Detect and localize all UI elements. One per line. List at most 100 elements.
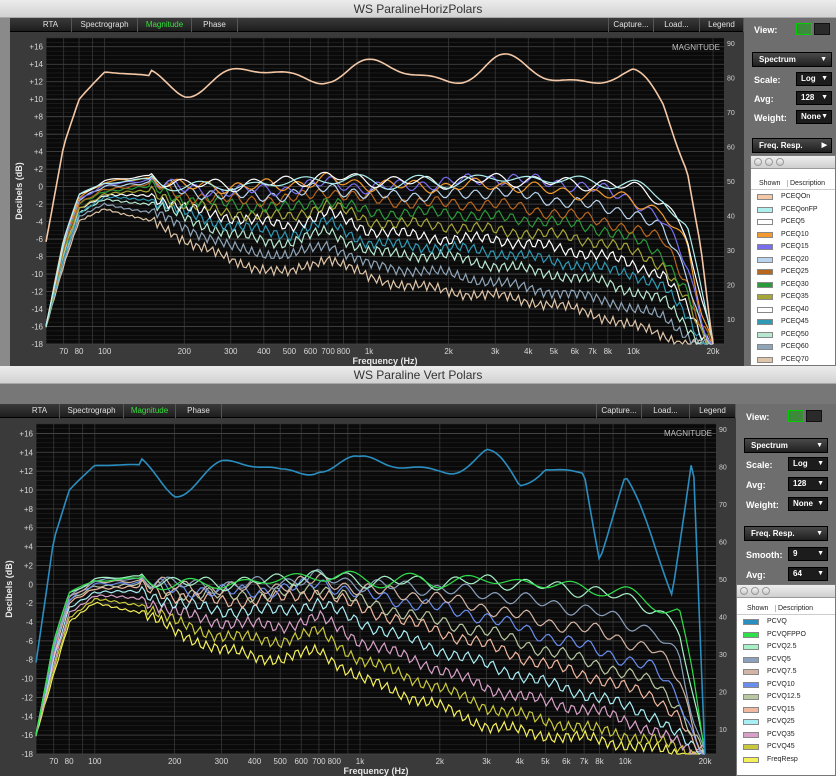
legend-swatch[interactable]	[757, 281, 773, 288]
legend-swatch[interactable]	[757, 344, 773, 350]
minimize-icon[interactable]	[751, 587, 759, 595]
legend-row-pceq50[interactable]: PCEQ50	[751, 330, 835, 342]
single-view-button[interactable]	[788, 410, 804, 422]
legend-row-pceqonfp[interactable]: PCEQonFP	[751, 205, 835, 217]
tab-magnitude[interactable]: Magnitude	[138, 18, 192, 32]
y-tick-label: -4	[36, 218, 44, 227]
legend-row-pcvq15[interactable]: PCVQ15	[737, 705, 835, 717]
legend-row-pcvq10[interactable]: PCVQ10	[737, 680, 835, 692]
spectrum-section-button[interactable]: Spectrum ▼	[744, 438, 828, 453]
split-view-button[interactable]	[814, 23, 830, 35]
legend-swatch[interactable]	[757, 294, 773, 300]
legend-swatch[interactable]	[743, 706, 759, 713]
legend-row-pceq40[interactable]: PCEQ40	[751, 305, 835, 317]
zoom-icon[interactable]	[776, 158, 784, 166]
single-view-button[interactable]	[796, 23, 812, 35]
x-tick-label: 500	[283, 347, 297, 356]
legend-row-pcvq45[interactable]: PCVQ45	[737, 742, 835, 754]
load-button[interactable]: Load...	[654, 18, 700, 32]
avg-select[interactable]: 128 ▼	[796, 91, 832, 105]
legend-swatch[interactable]	[757, 231, 773, 238]
x-tick-label: 70	[59, 347, 68, 356]
x-tick-label: 5k	[541, 757, 550, 766]
scale-select[interactable]: Log ▼	[796, 72, 832, 86]
freq-resp-section-button[interactable]: Freq. Resp. ▶	[752, 138, 832, 153]
legend-row-pcvq7-5[interactable]: PCVQ7.5	[737, 667, 835, 679]
minimize-icon[interactable]	[765, 158, 773, 166]
legend-row-pceq45[interactable]: PCEQ45	[751, 317, 835, 329]
close-icon[interactable]	[754, 158, 762, 166]
tab-rta[interactable]: RTA	[20, 404, 60, 418]
capture-button[interactable]: Capture...	[608, 18, 654, 32]
legend-swatch[interactable]	[757, 256, 773, 263]
weight-select[interactable]: None ▼	[796, 110, 832, 124]
legend-swatch[interactable]	[743, 669, 759, 675]
split-view-button[interactable]	[806, 410, 822, 422]
legend-button[interactable]: Legend	[700, 18, 744, 32]
legend-row-pcvq5[interactable]: PCVQ5	[737, 655, 835, 667]
legend-row-pceq25[interactable]: PCEQ25	[751, 267, 835, 279]
x-tick-label: 7k	[580, 757, 589, 766]
legend-swatch[interactable]	[757, 269, 773, 275]
legend-row-freqresp[interactable]: FreqResp	[737, 755, 835, 767]
legend-swatch[interactable]	[743, 719, 759, 725]
tab-phase[interactable]: Phase	[192, 18, 238, 32]
legend-swatch[interactable]	[743, 756, 759, 763]
legend-row-pceq60[interactable]: PCEQ60	[751, 342, 835, 354]
legend-swatch[interactable]	[743, 656, 759, 663]
legend-row-pcvqfppo[interactable]: PCVQFPPO	[737, 630, 835, 642]
legend-swatch[interactable]	[757, 356, 773, 363]
y-tick-label: +2	[24, 561, 34, 570]
legend-swatch[interactable]	[757, 319, 773, 325]
legend-row-pceq10[interactable]: PCEQ10	[751, 230, 835, 242]
legend-swatch[interactable]	[743, 744, 759, 750]
x-tick-label: 500	[274, 757, 288, 766]
legend-swatch[interactable]	[757, 206, 773, 213]
legend-row-pceq30[interactable]: PCEQ30	[751, 280, 835, 292]
y-tick-label: +6	[34, 130, 44, 139]
legend-swatch[interactable]	[743, 681, 759, 688]
legend-row-pceq20[interactable]: PCEQ20	[751, 255, 835, 267]
description-header: Description	[787, 180, 825, 187]
tab-spectrograph[interactable]: Spectrograph	[60, 404, 124, 418]
legend-row-pceqon[interactable]: PCEQOn	[751, 192, 835, 204]
tab-phase[interactable]: Phase	[176, 404, 222, 418]
legend-row-pcvq25[interactable]: PCVQ25	[737, 717, 835, 729]
legend-button[interactable]: Legend	[690, 404, 736, 418]
close-icon[interactable]	[740, 587, 748, 595]
legend-row-pceq15[interactable]: PCEQ15	[751, 242, 835, 254]
legend-swatch[interactable]	[743, 731, 759, 738]
tab-rta[interactable]: RTA	[30, 18, 72, 32]
legend-row-pcvq12-5[interactable]: PCVQ12.5	[737, 692, 835, 704]
zoom-icon[interactable]	[762, 587, 770, 595]
freq-resp-section-button[interactable]: Freq. Resp. ▼	[744, 526, 828, 541]
freq-avg-select[interactable]: 64 ▼	[788, 567, 828, 581]
scale-select[interactable]: Log ▼	[788, 457, 828, 471]
legend-row-pcvq35[interactable]: PCVQ35	[737, 730, 835, 742]
legend-row-pceq70[interactable]: PCEQ70	[751, 355, 835, 366]
legend-swatch[interactable]	[743, 644, 759, 650]
legend-swatch[interactable]	[757, 244, 773, 250]
capture-button[interactable]: Capture...	[596, 404, 642, 418]
avg-select[interactable]: 128 ▼	[788, 477, 828, 491]
legend-row-pceq35[interactable]: PCEQ35	[751, 292, 835, 304]
legend-row-pcvq2-5[interactable]: PCVQ2.5	[737, 642, 835, 654]
legend-swatch[interactable]	[757, 219, 773, 225]
legend-swatch[interactable]	[757, 331, 773, 338]
legend-swatch[interactable]	[743, 619, 759, 625]
legend-swatch[interactable]	[757, 194, 773, 200]
legend-swatch[interactable]	[743, 631, 759, 638]
tab-magnitude[interactable]: Magnitude	[124, 404, 176, 418]
weight-select[interactable]: None ▼	[788, 497, 828, 511]
legend-swatch[interactable]	[757, 306, 773, 313]
load-button[interactable]: Load...	[642, 404, 690, 418]
magnitude-chart[interactable]: +16 +14 +12 +10 +8 +6 +4 +2 0 -2 -4 -6 -8 -10 -12 -14 -1…	[10, 32, 744, 366]
legend-swatch[interactable]	[743, 694, 759, 700]
legend-row-pceq5[interactable]: PCEQ5	[751, 217, 835, 229]
smooth-select[interactable]: 9 ▼	[788, 547, 828, 561]
magnitude-chart[interactable]: +16 +14 +12 +10 +8 +6 +4 +2 0 -2 -4 -6 -8 -10 -12 -14 -1…	[0, 418, 736, 776]
tab-spectrograph[interactable]: Spectrograph	[72, 18, 138, 32]
legend-row-pcvq[interactable]: PCVQ	[737, 617, 835, 629]
spectrum-section-button[interactable]: Spectrum ▼	[752, 52, 832, 67]
smooth-value: 9	[793, 549, 798, 558]
